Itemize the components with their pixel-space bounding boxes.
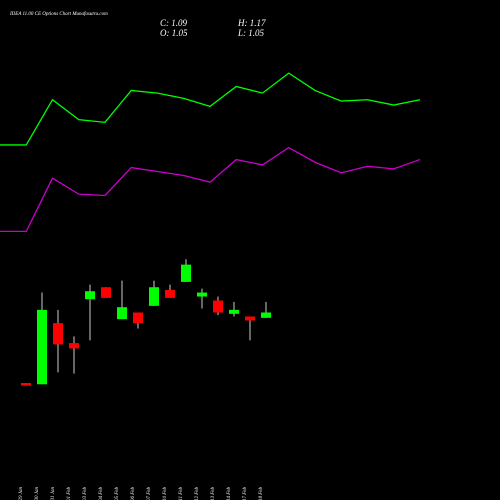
- candle-body: [261, 312, 271, 318]
- candle-body: [197, 292, 207, 297]
- x-tick-label: 07 Feb: [147, 487, 152, 500]
- candle-body: [213, 300, 223, 313]
- chart-title: IDEA 11.00 CE Options Chart Munafasutra.…: [9, 12, 108, 17]
- candle-body: [181, 264, 191, 282]
- x-tick-label: 18 Feb: [259, 487, 264, 500]
- candle-body: [101, 287, 111, 298]
- x-tick-label: 01 Feb: [67, 487, 72, 500]
- candle-body: [37, 309, 47, 385]
- x-tick-label: 11 Feb: [179, 487, 184, 500]
- candle-body: [53, 323, 63, 345]
- low-label: L: 1.05: [237, 28, 265, 38]
- x-tick-label: 14 Feb: [227, 487, 232, 500]
- x-tick-label: 30 Jan: [35, 487, 40, 500]
- x-tick-label: 29 Jan: [19, 487, 24, 500]
- x-tick-label: 31 Jan: [51, 487, 56, 500]
- high-label: H: 1.17: [237, 18, 266, 28]
- indicator-line: [0, 72, 421, 146]
- x-tick-label: 04 Feb: [99, 487, 104, 500]
- x-tick-label: 06 Feb: [131, 487, 136, 500]
- x-tick-label: 13 Feb: [211, 487, 216, 500]
- x-tick-label: 12 Feb: [195, 487, 200, 500]
- candle-body: [229, 309, 239, 314]
- candle-body: [149, 287, 159, 306]
- candle-body: [117, 307, 127, 320]
- candle-body: [245, 316, 255, 321]
- x-tick-label: 05 Feb: [115, 487, 120, 500]
- candle-body: [85, 291, 95, 300]
- x-tick-label: 03 Feb: [83, 487, 88, 500]
- candle-body: [133, 312, 143, 324]
- candle-body: [69, 343, 79, 349]
- open-label: O: 1.05: [160, 28, 188, 38]
- candle-body: [21, 382, 31, 386]
- indicator-line: [0, 146, 421, 233]
- x-tick-label: 10 Feb: [163, 487, 168, 500]
- x-tick-label: 17 Feb: [243, 487, 248, 500]
- candle-body: [165, 289, 175, 298]
- close-label: C: 1.09: [160, 18, 188, 28]
